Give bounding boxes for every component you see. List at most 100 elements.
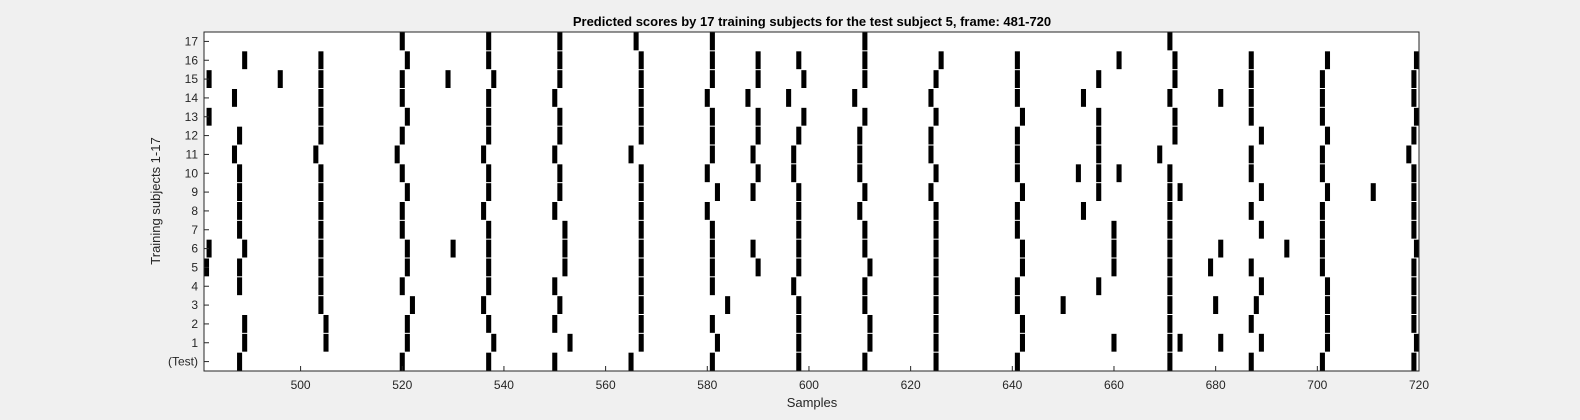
event-mark [481,202,487,220]
event-mark [1218,333,1224,352]
event-mark [704,89,710,107]
event-mark [1248,164,1254,183]
event-mark [1319,164,1325,183]
event-mark [1258,333,1264,352]
event-mark [938,51,944,70]
event-mark [1019,239,1025,258]
y-tick-label: 10 [185,166,199,180]
event-mark [1248,70,1254,88]
event-mark [1157,145,1163,164]
event-mark [1177,333,1183,352]
event-mark [638,333,644,352]
event-mark [399,164,405,183]
event-mark [1096,164,1102,183]
event-mark [1116,164,1122,183]
event-mark [1413,107,1419,126]
y-tick-label: 12 [185,129,199,143]
event-mark [318,296,324,314]
event-mark [1167,333,1173,352]
event-mark [1411,89,1417,107]
event-mark [1096,277,1102,296]
event-mark [1411,164,1417,183]
event-mark [750,183,756,201]
y-tick-label: (Test) [168,355,198,369]
event-mark [1411,183,1417,201]
event-mark [399,89,405,107]
y-tick-label: 15 [185,72,199,86]
event-mark [445,70,451,88]
x-tick-label: 500 [291,378,311,392]
event-mark [1324,183,1331,201]
event-mark [633,32,639,51]
event-mark [928,183,934,201]
event-mark [486,126,492,145]
event-mark [1014,145,1020,164]
event-mark [404,183,410,201]
event-mark [1208,258,1214,277]
event-mark [399,32,405,51]
event-mark [862,51,868,70]
event-mark [796,202,802,220]
event-mark [242,333,248,352]
event-mark [552,145,558,164]
event-mark [709,145,715,164]
event-mark [486,239,492,258]
event-mark [933,164,939,183]
event-mark [1218,89,1224,107]
event-mark [318,183,324,201]
event-mark [318,51,324,70]
event-mark [318,202,324,220]
event-mark [1248,258,1254,277]
event-mark [1248,352,1254,371]
event-mark [318,164,324,183]
event-mark [557,107,563,126]
event-mark [709,32,715,51]
event-mark [399,352,405,371]
event-mark [1413,239,1419,258]
event-mark [567,333,573,352]
event-mark [486,315,492,333]
event-mark [1411,352,1417,371]
event-mark [481,296,487,314]
event-mark [796,220,802,239]
y-tick-label: 1 [191,336,198,350]
event-mark [801,70,807,88]
event-mark [638,126,644,145]
event-mark [862,352,868,371]
event-mark [552,89,558,107]
event-mark [1019,258,1025,277]
event-mark [237,277,243,296]
event-mark [242,51,248,70]
event-mark [1167,296,1173,314]
event-mark [714,333,720,352]
event-mark [1253,296,1259,314]
event-mark [1116,51,1122,70]
event-mark [404,315,410,333]
event-mark [206,107,212,126]
event-mark [1406,145,1412,164]
event-mark [933,220,939,239]
event-mark [750,145,756,164]
event-mark [318,220,324,239]
event-mark [486,107,492,126]
event-mark [237,183,243,201]
event-mark [638,220,644,239]
x-tick-label: 600 [799,378,819,392]
event-mark [1167,89,1173,107]
event-mark [933,296,939,314]
event-mark [318,70,324,88]
event-mark [704,202,710,220]
event-mark [1167,220,1173,239]
event-mark [557,164,563,183]
y-tick-label: 16 [185,53,199,67]
event-mark [1014,296,1020,314]
event-mark [1096,107,1102,126]
event-mark [1111,333,1117,352]
event-mark [237,258,243,277]
event-mark [1319,239,1325,258]
event-mark [486,258,492,277]
event-mark [933,352,939,371]
event-mark [928,126,934,145]
event-mark [1019,315,1025,333]
event-mark [725,296,731,314]
